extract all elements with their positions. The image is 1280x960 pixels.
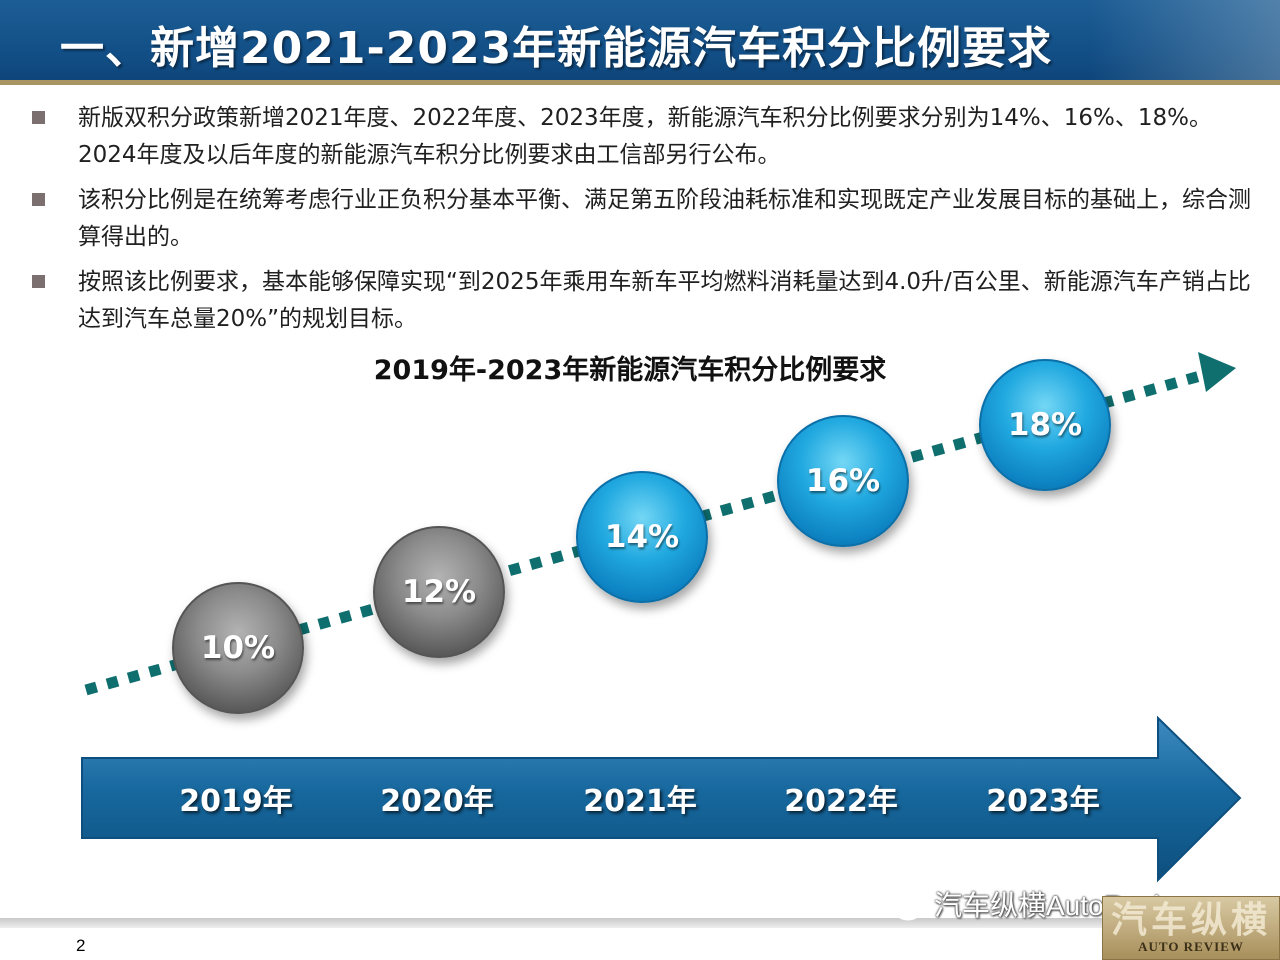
chart-title: 2019年-2023年新能源汽车积分比例要求 bbox=[373, 355, 887, 386]
title-bar: 一、新增2021-2023年新能源汽车积分比例要求 bbox=[0, 0, 1280, 80]
bullet-square-icon bbox=[32, 275, 45, 288]
timeline-arrow-shape bbox=[81, 715, 1242, 883]
brand-stamp: 汽车纵横 AUTO REVIEW bbox=[1102, 896, 1280, 960]
percentage-bubble: 14% bbox=[576, 470, 708, 603]
timeline-year-label: 2021年 bbox=[583, 784, 697, 819]
bullet-item: 新版双积分政策新增2021年度、2022年度、2023年度，新能源汽车积分比例要… bbox=[30, 100, 1260, 174]
footer-divider bbox=[0, 918, 1280, 928]
bullet-item: 按照该比例要求，基本能够保障实现“到2025年乘用车新车平均燃料消耗量达到4.0… bbox=[30, 264, 1260, 338]
stamp-sub-text: AUTO REVIEW bbox=[1138, 939, 1244, 954]
percentage-bubble: 10% bbox=[172, 582, 304, 714]
bullet-square-icon bbox=[32, 193, 45, 206]
timeline-year-label: 2023年 bbox=[986, 784, 1100, 819]
page-title: 一、新增2021-2023年新能源汽车积分比例要求 bbox=[60, 23, 1053, 74]
timeline-year-label: 2020年 bbox=[380, 784, 494, 819]
bullet-text: 新版双积分政策新增2021年度、2022年度、2023年度，新能源汽车积分比例要… bbox=[78, 105, 1212, 168]
wechat-icon bbox=[876, 885, 923, 921]
percentage-bubble: 12% bbox=[373, 526, 505, 659]
bullet-square-icon bbox=[32, 111, 45, 124]
bullet-text: 该积分比例是在统筹考虑行业正负积分基本平衡、满足第五阶段油耗标准和实现既定产业发… bbox=[78, 187, 1251, 250]
page-number: 2 bbox=[76, 936, 86, 955]
bullet-list: 新版双积分政策新增2021年度、2022年度、2023年度，新能源汽车积分比例要… bbox=[30, 100, 1260, 346]
percentage-bubble: 16% bbox=[777, 414, 909, 547]
bullet-text: 按照该比例要求，基本能够保障实现“到2025年乘用车新车平均燃料消耗量达到4.0… bbox=[78, 269, 1251, 332]
trend-arrowhead-icon bbox=[1198, 352, 1236, 392]
percentage-bubble: 18% bbox=[979, 359, 1111, 491]
title-divider bbox=[0, 80, 1280, 85]
timeline-year-label: 2022年 bbox=[784, 784, 898, 819]
timeline-year-label: 2019年 bbox=[179, 784, 293, 819]
bullet-item: 该积分比例是在统筹考虑行业正负积分基本平衡、满足第五阶段油耗标准和实现既定产业发… bbox=[30, 182, 1260, 256]
stamp-main-text: 汽车纵横 bbox=[1110, 899, 1271, 941]
title-bar-accent bbox=[1090, 0, 1280, 80]
